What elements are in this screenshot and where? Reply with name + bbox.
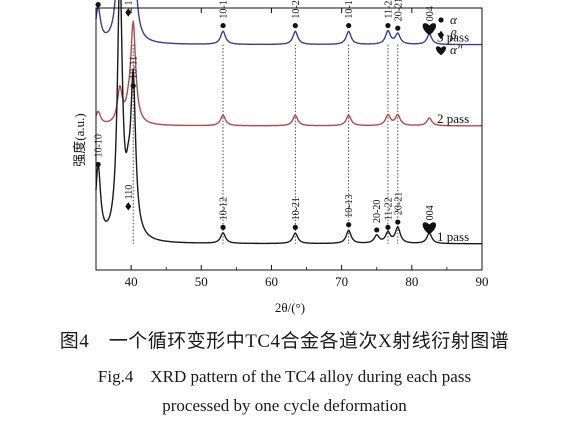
- peak-marker-0-9: [422, 23, 437, 36]
- peak-marker-2-2: [125, 202, 132, 211]
- peak-label-2-9: 20-21: [393, 192, 404, 215]
- caption-english-line2: processed by one cycle deformation: [162, 396, 407, 415]
- xrd-chart: 10-10000211010-1110-1210-2110-1311-2220-…: [72, 0, 489, 315]
- peak-marker-2-6: [346, 222, 352, 228]
- peak-label-0-8: 20-21: [393, 0, 404, 21]
- peak-marker-2-7: [374, 227, 380, 233]
- y-axis-title: 强度(a.u.): [72, 113, 87, 166]
- peak-marker-2-9: [395, 219, 401, 225]
- pass-label-2: 1 pass: [437, 229, 469, 244]
- peak-label-2-4: 10-12: [219, 197, 230, 220]
- pass-label-1: 2 pass: [437, 111, 469, 126]
- reference-lines: [132, 44, 399, 244]
- caption-english-line1: Fig.4 XRD pattern of the TC4 alloy durin…: [97, 367, 472, 386]
- peak-marker-2-10: [422, 222, 437, 235]
- pass-labels: 3 pass 2 pass 1 pass: [437, 30, 469, 244]
- peak-label-2-6: 10-13: [344, 194, 355, 217]
- peak-marker-0-7: [385, 22, 391, 29]
- pass-label-0: 3 pass: [437, 30, 469, 45]
- x-axis-title: 2θ/(°): [275, 300, 305, 315]
- peak-label-0-9: 004: [425, 6, 436, 21]
- x-tick-label-0: 40: [125, 274, 138, 289]
- plot-frame: [95, 7, 483, 271]
- peak-marker-2-8: [385, 224, 391, 230]
- x-tick-label-2: 60: [265, 274, 278, 289]
- peak-marker-2-5: [292, 224, 298, 230]
- peak-label-2-10: 004: [425, 205, 436, 220]
- x-tick-label-3: 70: [335, 274, 348, 289]
- peak-markers: 10-10000211010-1110-1210-2110-1311-2220-…: [94, 0, 437, 235]
- x-axis-ticks: 40 50 60 70 80 90: [125, 8, 489, 289]
- peak-marker-2-3: [130, 83, 136, 89]
- plot-border: [95, 7, 483, 271]
- peak-marker-0-6: [346, 22, 352, 29]
- x-tick-label-4: 80: [405, 274, 418, 289]
- pattern-line-0: [95, 0, 482, 46]
- peak-label-2-7: 20-20: [372, 200, 383, 223]
- legend-label-2: α″: [450, 42, 463, 57]
- peak-label-2-0: 10-10: [94, 134, 105, 157]
- caption-chinese: 图4 一个循环变形中TC4合金各道次X射线衍射图谱: [59, 331, 510, 352]
- peak-label-2-3: 10-11: [129, 56, 140, 79]
- x-tick-label-1: 50: [195, 274, 208, 289]
- peak-marker-0-5: [292, 22, 298, 29]
- peak-marker-2-4: [220, 224, 226, 230]
- peak-marker-0-0: [95, 2, 101, 8]
- peak-label-2-5: 10-21: [291, 197, 302, 220]
- legend-symbol-1: [437, 30, 445, 40]
- peak-label-2-8: 11-22: [383, 197, 394, 220]
- peak-label-0-2: 110: [124, 0, 135, 5]
- legend-symbol-2: [436, 46, 446, 56]
- legend: αβα″: [436, 12, 463, 57]
- x-tick-label-5: 90: [476, 274, 489, 289]
- pattern-line-1: [95, 19, 482, 127]
- legend-label-1: β: [449, 27, 457, 42]
- peak-marker-2-0: [95, 161, 101, 168]
- peak-marker-0-8: [395, 25, 401, 31]
- peak-label-0-6: 10-13: [344, 0, 355, 19]
- peak-label-0-5: 10-21: [291, 0, 302, 19]
- pattern-line-2: [95, 0, 482, 245]
- pattern-curves: [95, 0, 482, 245]
- peak-marker-0-2: [125, 8, 132, 17]
- legend-label-0: α: [450, 12, 458, 27]
- peak-label-2-2: 110: [124, 185, 135, 200]
- peak-marker-0-4: [220, 22, 226, 29]
- peak-label-0-4: 10-12: [219, 0, 230, 19]
- peak-label-0-7: 11-22: [383, 0, 394, 19]
- legend-symbol-0: [438, 17, 444, 23]
